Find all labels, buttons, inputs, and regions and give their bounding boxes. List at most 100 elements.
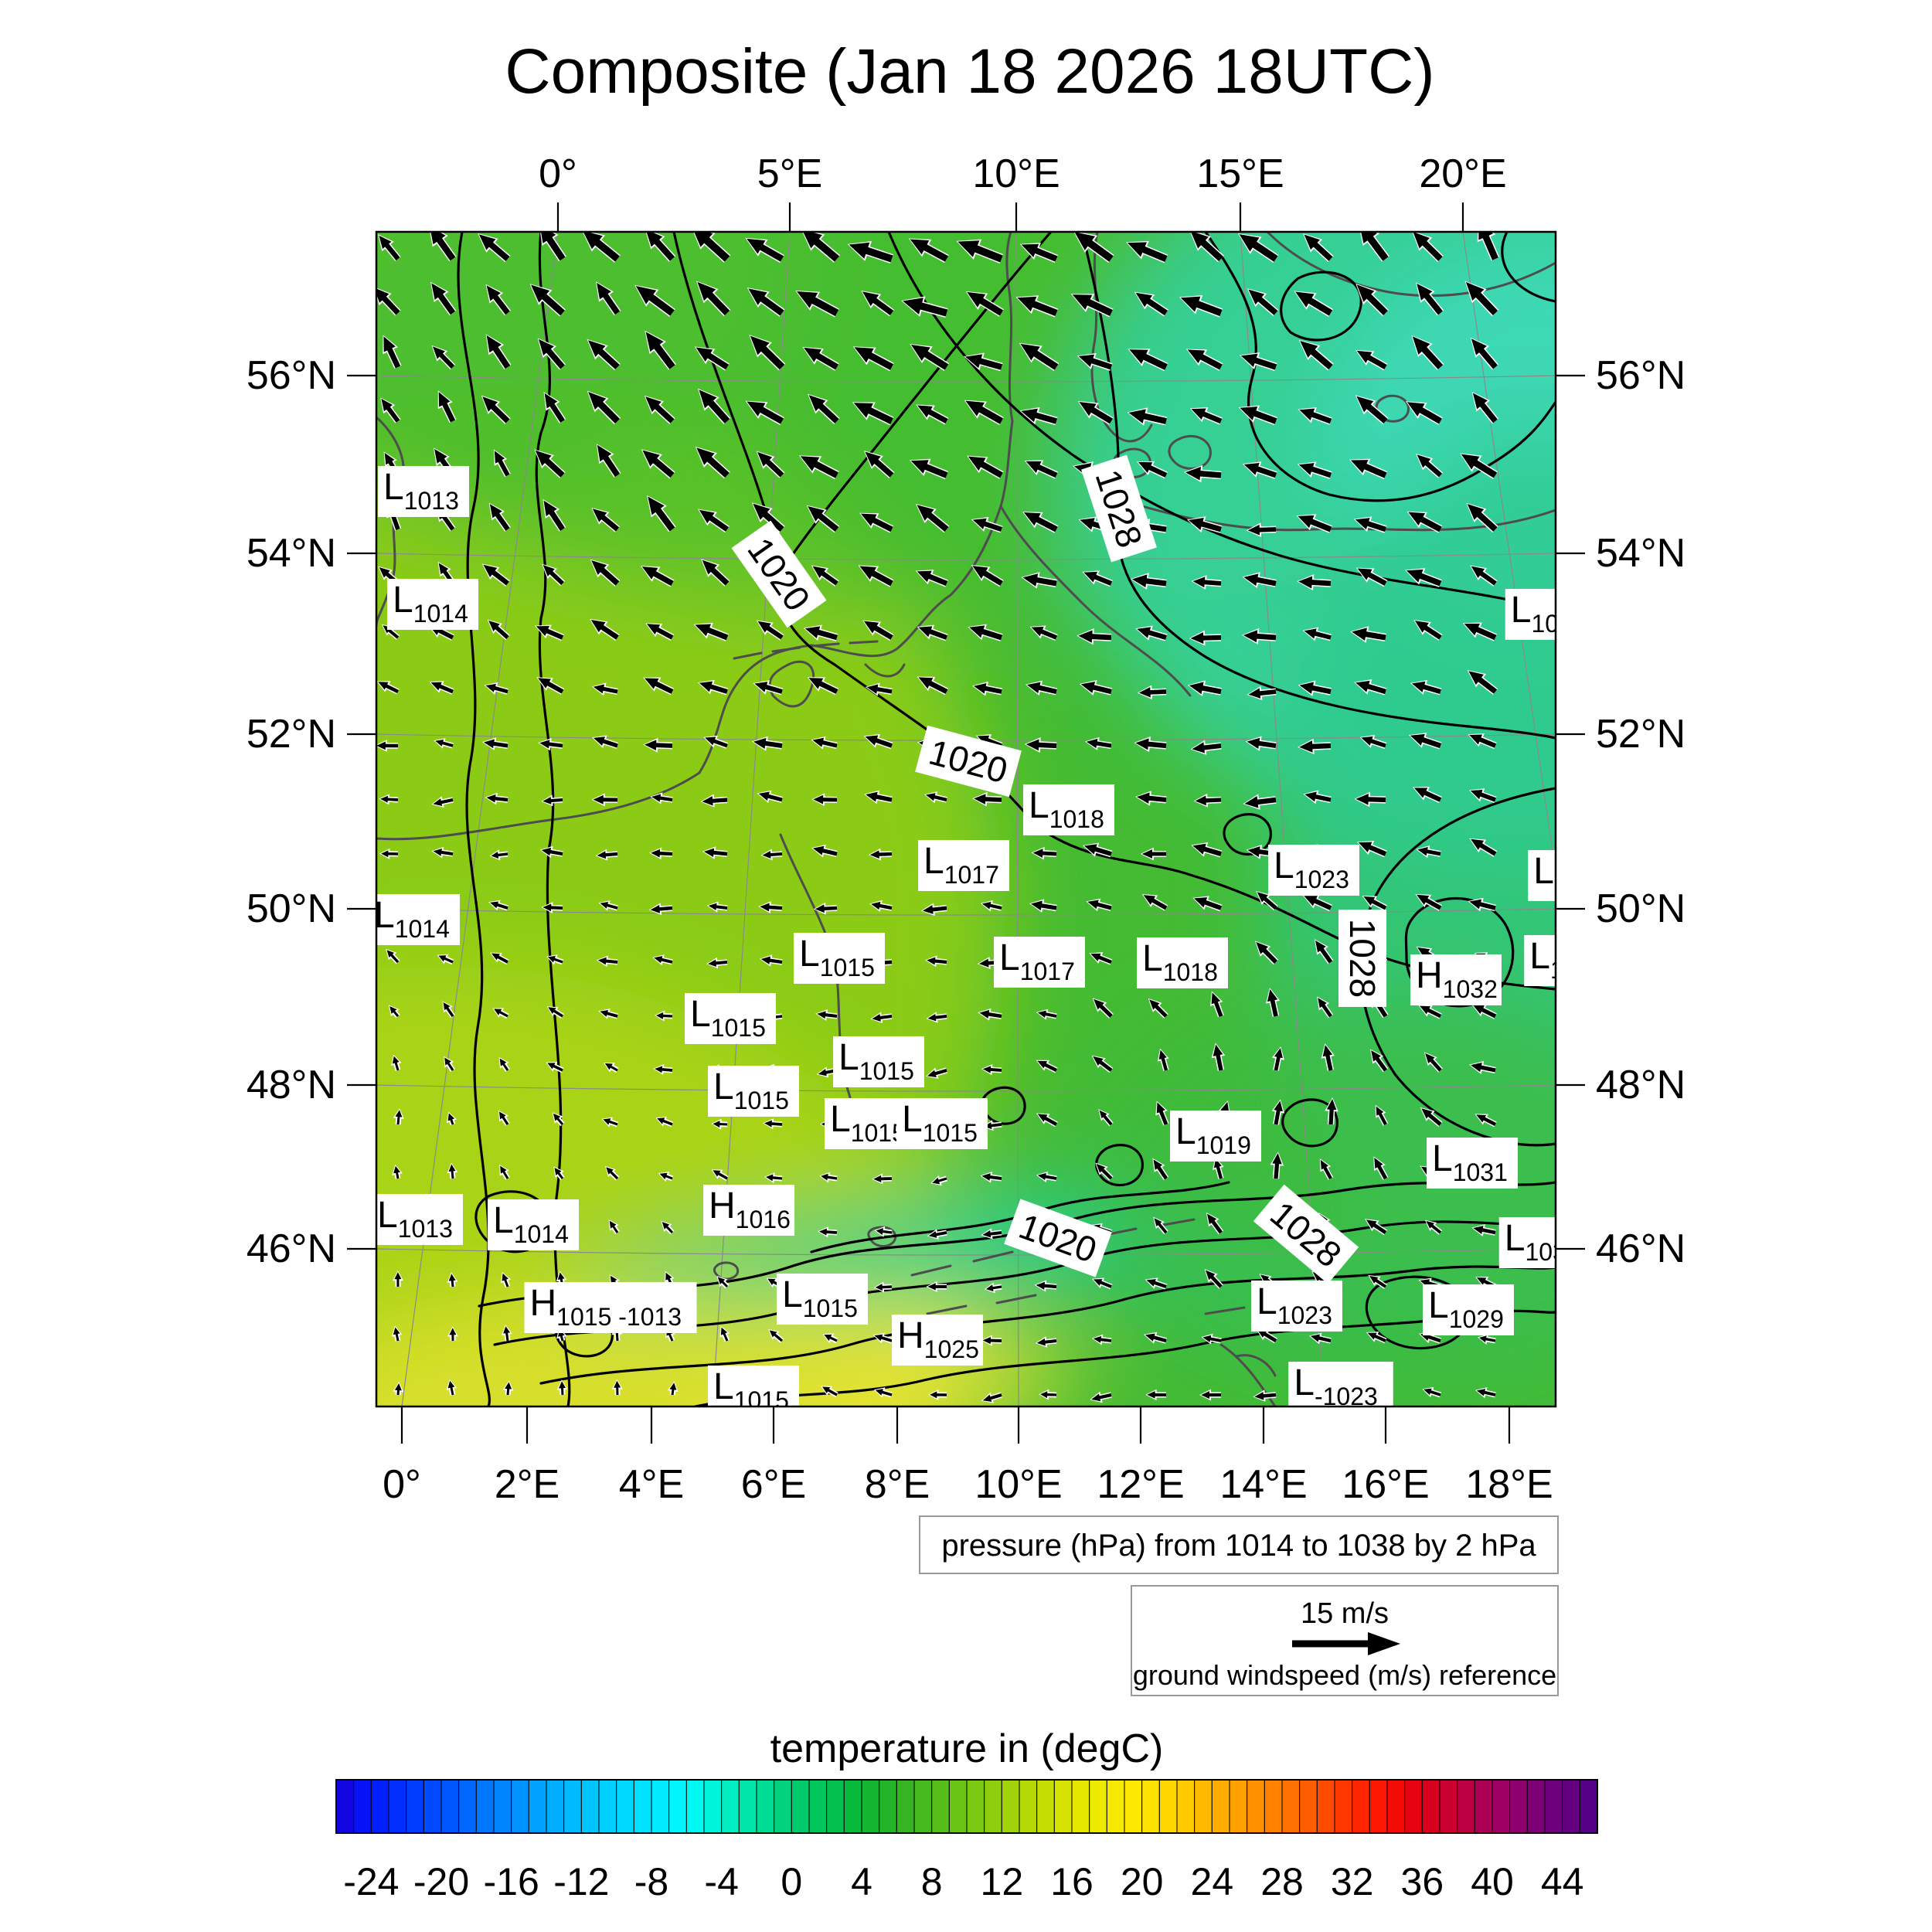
colorbar-segment [774, 1779, 792, 1834]
wind-arrow [379, 794, 399, 805]
pressure-center-label: L1014 [488, 1199, 579, 1250]
wind-arrow [1424, 1219, 1443, 1235]
colorbar-segment [370, 1779, 389, 1834]
wind-arrow [1019, 406, 1058, 426]
wind-arrow [981, 1335, 1002, 1346]
pressure-caption: pressure (hPa) from 1014 to 1038 by 2 hP… [919, 1515, 1559, 1574]
wind-arrow [652, 954, 673, 966]
wind-arrow [971, 565, 1004, 587]
wind-arrow [1270, 1151, 1284, 1179]
wind-arrow [1127, 407, 1168, 426]
wind-arrow [1302, 627, 1332, 641]
wind-arrow [1029, 899, 1057, 913]
wind-arrow [864, 790, 893, 804]
wind-arrow [703, 735, 729, 749]
wind-arrow [546, 1006, 564, 1019]
pressure-center-label: L1015 [708, 1366, 799, 1406]
wind-arrow [1355, 283, 1389, 317]
colorbar-segment [1124, 1779, 1143, 1834]
figure-title: Composite (Jan 18 2026 18UTC) [505, 36, 1434, 107]
pressure-contour [1281, 1098, 1338, 1148]
wind-arrow [393, 1382, 404, 1396]
wind-arrow [795, 291, 839, 318]
wind-arrow [537, 338, 566, 370]
wind-arrow [446, 1111, 457, 1126]
wind-arrow [1098, 1109, 1114, 1127]
pressure-center-label: H1015 -1013 [524, 1282, 697, 1333]
coastline [768, 660, 815, 708]
wind-arrow [447, 1326, 458, 1342]
wind-arrow [1024, 460, 1059, 479]
wind-arrow [1405, 568, 1442, 587]
axis-tick-label: 52°N [1596, 712, 1685, 757]
wind-arrow [643, 677, 675, 696]
wind-arrow [1362, 896, 1387, 911]
colorbar-segment [1474, 1779, 1493, 1834]
wind-arrow [1086, 898, 1113, 912]
pressure-center-label: L1017 [994, 937, 1085, 988]
svg-text:L1017: L1017 [999, 937, 1075, 985]
wind-arrow [1416, 454, 1444, 478]
wind-arrow [446, 1379, 457, 1396]
pressure-center-label: L1013 [376, 1194, 463, 1245]
wind-arrow [1095, 1162, 1114, 1181]
wind-arrow [1135, 625, 1168, 641]
wind-arrow [1134, 791, 1167, 806]
coastline [1219, 1343, 1277, 1406]
svg-text:H1032: H1032 [1416, 955, 1498, 1003]
wind-arrow [376, 740, 399, 752]
svg-text:L1015: L1015 [713, 1066, 789, 1114]
wind-arrow [590, 618, 620, 641]
axis-tick-label: 46°N [1596, 1226, 1685, 1271]
colorbar-segment [598, 1779, 617, 1834]
svg-text:L103: L103 [1505, 1218, 1566, 1266]
colorbar-segment [1526, 1779, 1546, 1834]
wind-arrow [1475, 1387, 1496, 1399]
axis-tick-label: 0° [539, 151, 577, 196]
coastline [867, 1226, 897, 1247]
wind-arrow [981, 1064, 1002, 1076]
wind-arrow [428, 232, 457, 262]
wind-arrow [1039, 1389, 1057, 1400]
wind-arrow [539, 845, 563, 859]
wind-arrow [643, 737, 673, 753]
pressure-contour [457, 232, 491, 1406]
wind-arrow [539, 232, 566, 262]
colorbar-segment [1369, 1779, 1388, 1834]
axis-tick-label: 52°N [247, 712, 336, 757]
colorbar-segment [475, 1779, 495, 1834]
colorbar-segment [563, 1779, 582, 1834]
wind-arrow [1134, 736, 1167, 753]
colorbar-tick-label: 0 [781, 1860, 802, 1903]
wind-arrow [1467, 670, 1498, 695]
wind-arrow [1152, 1158, 1169, 1181]
colorbar-segment [1229, 1779, 1248, 1834]
colorbar-segment [721, 1779, 740, 1834]
axis-tick-label: 56°N [1596, 353, 1685, 398]
wind-arrow [1091, 1055, 1114, 1073]
wind-arrow [819, 1172, 838, 1183]
wind-arrow [498, 1110, 510, 1126]
wind-reference-description: ground windspeed (m/s) reference [1133, 1659, 1556, 1691]
colorbar-tick-label: 24 [1191, 1860, 1234, 1903]
wind-arrow [431, 345, 456, 370]
wind-arrow [1253, 1389, 1277, 1402]
wind-arrow [756, 620, 784, 641]
wind-arrow [1354, 791, 1386, 808]
wind-arrow [1308, 1332, 1332, 1345]
wind-arrow [1369, 1049, 1389, 1073]
wind-arrow [553, 1166, 565, 1181]
wind-arrow [485, 334, 512, 370]
wind-arrow [386, 948, 400, 964]
pressure-center-label: L1023 [1268, 845, 1359, 896]
coastline [1375, 394, 1410, 423]
axis-layer: 0° 5°E 10°E 15°E 20°E 0° 2°E 4°E 6°E 8°E 10°E 12°E 1… [247, 151, 1685, 1507]
colorbar-segment [1404, 1779, 1423, 1834]
colorbar-segment [1089, 1779, 1107, 1834]
wind-arrow [1148, 998, 1168, 1019]
coastline [1090, 232, 1153, 443]
colorbar-segment [1579, 1779, 1598, 1834]
wind-arrow [1294, 291, 1333, 317]
colorbar-segment [406, 1779, 424, 1834]
wind-arrow [764, 1172, 783, 1184]
